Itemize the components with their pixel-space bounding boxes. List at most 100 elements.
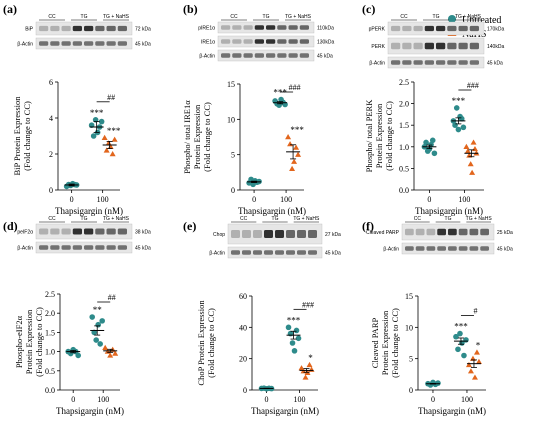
- blot-band: [95, 245, 105, 250]
- blot-band: [469, 246, 479, 251]
- data-point-untreated: [426, 146, 433, 152]
- data-point-untreated: [293, 327, 300, 334]
- data-point-nahs: [471, 145, 478, 152]
- data-point-untreated: [285, 324, 292, 331]
- blot-band: [405, 246, 414, 251]
- comparison-label: ##: [107, 93, 115, 102]
- blot-band: [221, 39, 231, 44]
- comparison-label: ###: [289, 83, 301, 92]
- blot-band: [458, 42, 468, 50]
- blot-lane-label: TG + NaHS: [455, 14, 482, 20]
- blot-band: [106, 41, 116, 46]
- y-tick-label: 5: [409, 355, 413, 364]
- x-tick-label: 0: [427, 195, 431, 204]
- blot-band: [117, 245, 127, 250]
- data-point-untreated: [463, 337, 469, 343]
- blot-row-label: pIRE1α: [198, 26, 215, 32]
- data-point-untreated: [99, 318, 105, 324]
- x-tick-label: 100: [97, 395, 109, 404]
- blot-band: [242, 250, 251, 255]
- y-tick-label: 40: [239, 323, 247, 332]
- y-tick-label: 15: [405, 292, 413, 301]
- blot-band: [286, 250, 295, 255]
- blot-band: [297, 230, 306, 238]
- data-point-nahs: [107, 352, 114, 358]
- x-tick-label: 100: [461, 395, 473, 404]
- x-tick-label: 0: [71, 395, 75, 404]
- y-axis-label: Protein Expression: [380, 310, 390, 375]
- y-tick-label: 20: [239, 355, 247, 364]
- blot-band: [447, 42, 457, 50]
- x-axis-label: Thapsigargin (nM): [56, 406, 124, 416]
- significance-nahs: ***: [107, 126, 121, 136]
- blot-band: [480, 246, 489, 251]
- data-point-nahs: [105, 140, 112, 146]
- blot-band: [50, 41, 60, 46]
- blot-lane-label: TG + NaHS: [285, 14, 312, 20]
- data-point-untreated: [75, 352, 81, 359]
- blot-band: [308, 230, 317, 238]
- blot-band: [50, 25, 60, 32]
- y-tick-label: 1.5: [45, 328, 55, 337]
- legend-label-untreated: Untreated: [462, 15, 501, 26]
- blot-lane-label: CC: [48, 14, 56, 20]
- blot-lane-label: CC: [240, 216, 248, 222]
- x-axis-label: Thapsigargin (nM): [415, 206, 483, 216]
- blot-band: [288, 53, 298, 58]
- y-axis-label: Protein Expression: [374, 103, 384, 168]
- blot-lane-label: TG: [81, 216, 88, 222]
- blot-band: [402, 60, 412, 65]
- comparison-label: ###: [467, 81, 479, 90]
- blot-band: [391, 42, 401, 50]
- blot-band: [448, 228, 457, 236]
- blot-band: [84, 41, 94, 46]
- blot-kda-label: 38 kDa: [135, 230, 151, 236]
- data-point-untreated: [429, 137, 436, 144]
- western-blot: CC TG TG + NaHS Cleaved PARP 25 kDa β-Actin 45…: [366, 216, 513, 255]
- blot-row-label: BiP: [25, 27, 33, 33]
- blot-row-label: β-Actin: [199, 54, 215, 60]
- blot-band: [50, 245, 60, 250]
- blot-band: [413, 25, 423, 32]
- x-axis-label: Thapsigargin (nM): [251, 406, 319, 416]
- blot-band: [242, 230, 251, 238]
- y-tick-label: 2.5: [399, 78, 409, 87]
- panel-a: (a) CC TG TG + NaHS BiP 72 kDa β-Actin 45 kDa 0 2…: [3, 2, 151, 216]
- data-point-nahs: [291, 158, 298, 164]
- blot-lane-label: TG + NaHS: [293, 216, 320, 222]
- significance-untreated: ***: [287, 315, 301, 325]
- y-tick-label: 0: [243, 386, 247, 395]
- x-tick-label: 100: [458, 195, 470, 204]
- blot-band: [469, 228, 479, 236]
- blot-band: [231, 230, 240, 238]
- blot-band: [39, 245, 49, 250]
- blot-band: [288, 25, 298, 30]
- blot-band: [72, 228, 82, 235]
- blot-band: [72, 245, 82, 250]
- blot-band: [243, 53, 253, 58]
- panel-f: (f) CC TG TG + NaHS Cleaved PARP 25 kDa β-Acti…: [362, 216, 513, 416]
- blot-kda-label: 25 kDa: [497, 230, 513, 236]
- y-axis-label: (Fold change to CC): [22, 101, 32, 171]
- y-axis-label: Cleaved PARP: [370, 318, 380, 369]
- blot-band: [243, 39, 253, 44]
- blot-band: [277, 53, 287, 58]
- data-point-nahs: [308, 366, 315, 372]
- blot-band: [299, 53, 309, 58]
- blot-band: [275, 250, 284, 255]
- blot-row-label: Cleaved PARP: [366, 230, 400, 236]
- blot-band: [95, 228, 105, 235]
- comparison-label: ##: [108, 293, 116, 302]
- blot-row-label: pPERK: [369, 27, 386, 33]
- comparison-label: #: [473, 307, 477, 316]
- data-point-untreated: [461, 352, 467, 359]
- y-axis-label: (Fold change to CC): [384, 101, 394, 171]
- significance-nahs: ***: [290, 125, 304, 135]
- y-tick-label: 0.5: [45, 367, 55, 376]
- blot-band: [72, 25, 82, 32]
- blot-band: [95, 41, 105, 46]
- blot-band: [232, 53, 242, 58]
- data-point-nahs: [302, 374, 309, 380]
- blot-row-label: β-Actin: [369, 61, 385, 67]
- panel-e: (e) CC TG TG + NaHS Chop 27 kDa β-Actin 45 kDa 0…: [183, 216, 341, 416]
